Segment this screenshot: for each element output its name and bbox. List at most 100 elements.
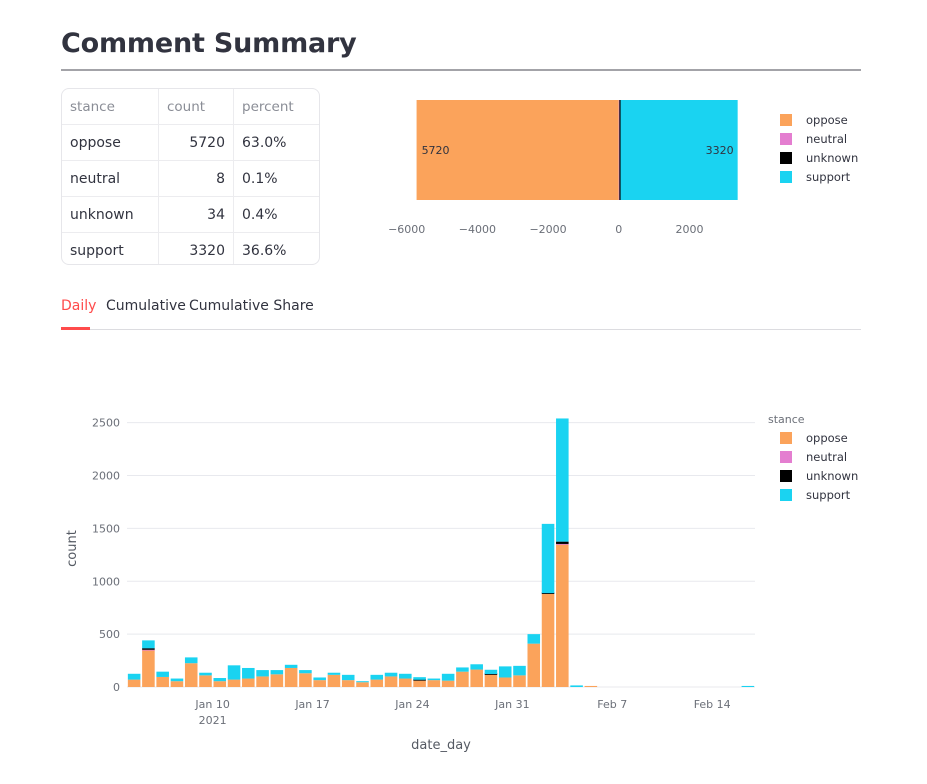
bar-oppose (384, 676, 398, 687)
cell-percent[interactable]: 0.4% (233, 196, 319, 233)
table-row: neutral 8 0.1% (62, 160, 319, 197)
x-tick-label: 2000 (676, 223, 704, 236)
cell-count[interactable]: 34 (158, 196, 234, 233)
bar-support (384, 672, 398, 677)
bar-support (199, 672, 212, 676)
legend-label-oppose: oppose (806, 431, 848, 445)
bar-oppose (370, 679, 384, 687)
cell-stance[interactable]: unknown (62, 196, 159, 233)
x-tick-label: −4000 (459, 223, 496, 236)
bar-support (341, 674, 355, 681)
legend-label-unknown: unknown (806, 151, 858, 165)
x-axis-title: date_day (411, 738, 471, 753)
cell-stance[interactable]: neutral (62, 160, 159, 197)
bar-oppose (527, 643, 541, 687)
table-header-row: stance count percent (62, 89, 319, 125)
bar-oppose (242, 678, 255, 687)
bar-oppose (584, 685, 598, 687)
bar-oppose (484, 674, 498, 687)
legend-label-neutral: neutral (806, 450, 847, 464)
bar-support (370, 674, 384, 680)
bar-oppose (213, 681, 227, 687)
tab-cumulative-share[interactable]: Cumulative Share (189, 298, 314, 314)
legend-label-neutral: neutral (806, 132, 847, 146)
data-label-oppose: 5720 (422, 144, 450, 157)
column-header-stance[interactable]: stance (62, 89, 159, 125)
bar-oppose (142, 649, 155, 687)
bar-support (356, 681, 369, 683)
bar-neutral (142, 649, 155, 651)
bar-oppose (327, 674, 341, 687)
bar-support (427, 678, 441, 681)
bar-oppose (356, 682, 369, 687)
bar-support (227, 665, 241, 680)
legend-swatch-oppose (780, 114, 792, 126)
bar-oppose (313, 680, 326, 687)
bar-oppose (513, 675, 526, 687)
column-header-count[interactable]: count (158, 89, 234, 125)
bar-oppose (441, 680, 455, 687)
bar-support (441, 673, 455, 681)
y-tick-label: 2000 (92, 470, 120, 483)
active-tab-indicator (61, 327, 90, 330)
cell-percent[interactable]: 63.0% (233, 124, 319, 161)
x-tick-label: −6000 (388, 223, 425, 236)
bar-support (413, 677, 426, 680)
table-row: oppose 5720 63.0% (62, 124, 319, 161)
tab-cumulative[interactable]: Cumulative (106, 298, 186, 314)
cell-count[interactable]: 3320 (158, 232, 234, 264)
page-title: Comment Summary (61, 28, 357, 59)
bar-oppose (341, 680, 355, 687)
bar-support (484, 669, 498, 674)
x-tick-label: Jan 31 (494, 698, 529, 711)
bar-support (270, 670, 284, 675)
summary-table: stance count percent oppose 5720 63.0% n… (61, 88, 320, 265)
tab-daily[interactable]: Daily (61, 298, 97, 314)
legend-title: stance (768, 413, 805, 426)
x-tick-label: Feb 7 (597, 698, 627, 711)
chart-tabs: Daily Cumulative Cumulative Share (61, 298, 861, 330)
bar-support (498, 666, 512, 678)
tabs-divider (61, 329, 861, 330)
stance-summary-chart[interactable]: 5720 3320 −6000 −4000 −2000 0 2000 oppose neut… (350, 88, 870, 248)
bar-oppose (470, 669, 483, 687)
bar-oppose (227, 679, 241, 687)
bar-support (513, 665, 526, 676)
cell-count[interactable]: 5720 (158, 124, 234, 161)
y-axis-title: count (65, 530, 80, 567)
bar-support (242, 667, 255, 679)
bar-unknown (413, 679, 426, 681)
bar-support (556, 418, 569, 542)
bar-oppose (413, 680, 426, 687)
bar-support (284, 664, 298, 668)
cell-count[interactable]: 8 (158, 160, 234, 197)
y-tick-label: 0 (113, 681, 120, 694)
bar-oppose (456, 671, 469, 687)
legend-swatch-unknown (780, 152, 792, 164)
legend-label-support: support (806, 488, 851, 502)
bar-oppose (416, 100, 619, 200)
x-tick-label: −2000 (529, 223, 566, 236)
bar-unknown (541, 592, 555, 594)
x-tick-label: Jan 17 (294, 698, 329, 711)
column-header-percent[interactable]: percent (233, 89, 319, 125)
daily-stance-chart[interactable]: 0 500 1000 1500 2000 2500 Jan 10 2021 Jan 17 Jan… (0, 400, 927, 770)
cell-stance[interactable]: oppose (62, 124, 159, 161)
cell-percent[interactable]: 0.1% (233, 160, 319, 197)
x-tick-label: 0 (615, 223, 622, 236)
bar-support (256, 670, 269, 677)
bar-support (456, 667, 469, 672)
legend-label-oppose: oppose (806, 113, 848, 127)
bar-support (399, 673, 412, 679)
bar-support (299, 670, 312, 674)
legend-swatch-unknown (780, 470, 792, 482)
bar-oppose (199, 675, 212, 687)
legend-swatch-support (780, 171, 792, 183)
bar-support (142, 640, 155, 649)
title-divider (61, 69, 861, 71)
data-label-support: 3320 (706, 144, 734, 157)
cell-percent[interactable]: 36.6% (242, 242, 287, 259)
bar-oppose (184, 663, 198, 687)
cell-stance[interactable]: support (62, 232, 159, 264)
y-tick-label: 1500 (92, 522, 120, 535)
